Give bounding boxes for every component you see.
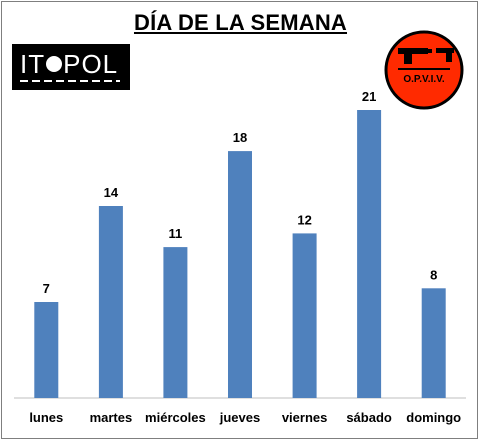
x-tick-label-6: domingo <box>406 410 461 425</box>
data-label-0: 7 <box>43 281 50 296</box>
data-label-group: 7 14 11 18 12 21 8 <box>43 89 438 296</box>
x-tick-label-3: jueves <box>219 410 260 425</box>
itepol-logo: IT POL <box>12 44 130 90</box>
bar-group <box>34 110 446 398</box>
bar-1 <box>98 206 123 398</box>
bar-3 <box>228 151 252 398</box>
x-tick-label-5: sábado <box>346 410 392 425</box>
x-tick-label-1: martes <box>90 410 133 425</box>
opviv-logo-text: O.P.V.I.V. <box>403 74 445 85</box>
x-tick-label-4: viernes <box>282 410 328 425</box>
bar-0 <box>34 302 59 398</box>
x-tick-label-2: miércoles <box>145 410 206 425</box>
itepol-e-icon <box>46 56 63 73</box>
bar-5 <box>357 110 382 398</box>
itepol-logo-text: IT POL <box>20 49 119 79</box>
x-tick-label-0: lunes <box>29 410 63 425</box>
data-label-4: 12 <box>297 212 311 227</box>
data-label-3: 18 <box>233 130 247 145</box>
bar-4 <box>292 233 317 398</box>
itepol-dashes <box>20 80 120 82</box>
data-label-5: 21 <box>362 89 376 104</box>
opviv-logo-band <box>398 68 450 70</box>
opviv-logo: O.P.V.I.V. <box>384 30 464 110</box>
x-tick-label-group: lunes martes miércoles jueves viernes sábado d… <box>29 410 461 425</box>
pistol-icon <box>398 48 454 64</box>
data-label-6: 8 <box>430 267 437 282</box>
data-label-2: 11 <box>169 226 183 241</box>
bar-2 <box>163 247 188 398</box>
chart-title: DÍA DE LA SEMANA <box>133 10 348 35</box>
bar-6 <box>421 288 446 398</box>
data-label-1: 14 <box>104 185 119 200</box>
